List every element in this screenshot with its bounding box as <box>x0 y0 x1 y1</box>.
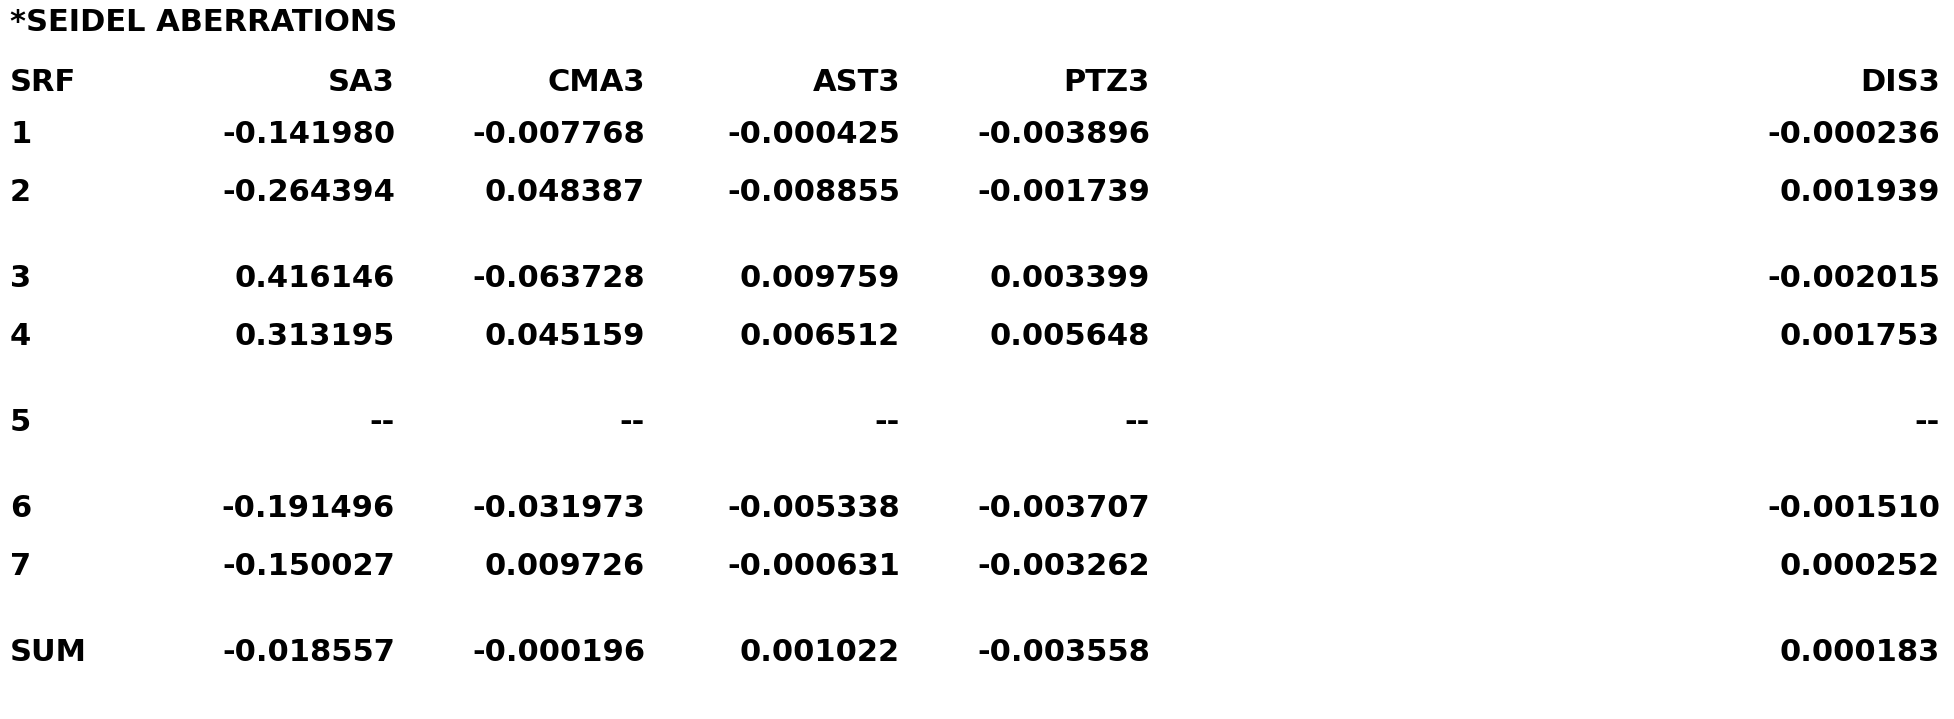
Text: -0.007768: -0.007768 <box>473 120 645 149</box>
Text: -0.000631: -0.000631 <box>727 552 901 581</box>
Text: --: -- <box>619 408 645 437</box>
Text: 0.003399: 0.003399 <box>989 264 1151 293</box>
Text: *SEIDEL ABERRATIONS: *SEIDEL ABERRATIONS <box>10 8 397 37</box>
Text: -0.031973: -0.031973 <box>473 494 645 523</box>
Text: 0.045159: 0.045159 <box>485 322 645 351</box>
Text: 5: 5 <box>10 408 31 437</box>
Text: 0.048387: 0.048387 <box>485 178 645 207</box>
Text: SA3: SA3 <box>328 68 395 97</box>
Text: 0.001022: 0.001022 <box>741 638 901 667</box>
Text: 1: 1 <box>10 120 31 149</box>
Text: 0.009726: 0.009726 <box>485 552 645 581</box>
Text: 0.000183: 0.000183 <box>1780 638 1940 667</box>
Text: -0.000425: -0.000425 <box>727 120 901 149</box>
Text: 0.313195: 0.313195 <box>234 322 395 351</box>
Text: 0.416146: 0.416146 <box>234 264 395 293</box>
Text: 7: 7 <box>10 552 31 581</box>
Text: 0.000252: 0.000252 <box>1780 552 1940 581</box>
Text: -0.191496: -0.191496 <box>221 494 395 523</box>
Text: -0.000196: -0.000196 <box>471 638 645 667</box>
Text: -0.003707: -0.003707 <box>977 494 1151 523</box>
Text: 0.009759: 0.009759 <box>739 264 901 293</box>
Text: AST3: AST3 <box>813 68 901 97</box>
Text: 4: 4 <box>10 322 31 351</box>
Text: -0.264394: -0.264394 <box>223 178 395 207</box>
Text: --: -- <box>369 408 395 437</box>
Text: -0.000236: -0.000236 <box>1766 120 1940 149</box>
Text: -0.001510: -0.001510 <box>1766 494 1940 523</box>
Text: -0.003262: -0.003262 <box>977 552 1151 581</box>
Text: --: -- <box>1915 408 1940 437</box>
Text: CMA3: CMA3 <box>547 68 645 97</box>
Text: DIS3: DIS3 <box>1860 68 1940 97</box>
Text: 0.001939: 0.001939 <box>1780 178 1940 207</box>
Text: SRF: SRF <box>10 68 76 97</box>
Text: -0.018557: -0.018557 <box>223 638 395 667</box>
Text: 3: 3 <box>10 264 31 293</box>
Text: SUM: SUM <box>10 638 88 667</box>
Text: PTZ3: PTZ3 <box>1063 68 1151 97</box>
Text: -0.008855: -0.008855 <box>727 178 901 207</box>
Text: -0.002015: -0.002015 <box>1766 264 1940 293</box>
Text: 2: 2 <box>10 178 31 207</box>
Text: --: -- <box>1126 408 1151 437</box>
Text: 0.001753: 0.001753 <box>1780 322 1940 351</box>
Text: -0.003896: -0.003896 <box>977 120 1151 149</box>
Text: -0.141980: -0.141980 <box>223 120 395 149</box>
Text: 0.005648: 0.005648 <box>989 322 1151 351</box>
Text: -0.001739: -0.001739 <box>977 178 1151 207</box>
Text: 6: 6 <box>10 494 31 523</box>
Text: 0.006512: 0.006512 <box>741 322 901 351</box>
Text: -0.003558: -0.003558 <box>977 638 1151 667</box>
Text: -0.150027: -0.150027 <box>223 552 395 581</box>
Text: -0.063728: -0.063728 <box>473 264 645 293</box>
Text: -0.005338: -0.005338 <box>727 494 901 523</box>
Text: --: -- <box>875 408 901 437</box>
